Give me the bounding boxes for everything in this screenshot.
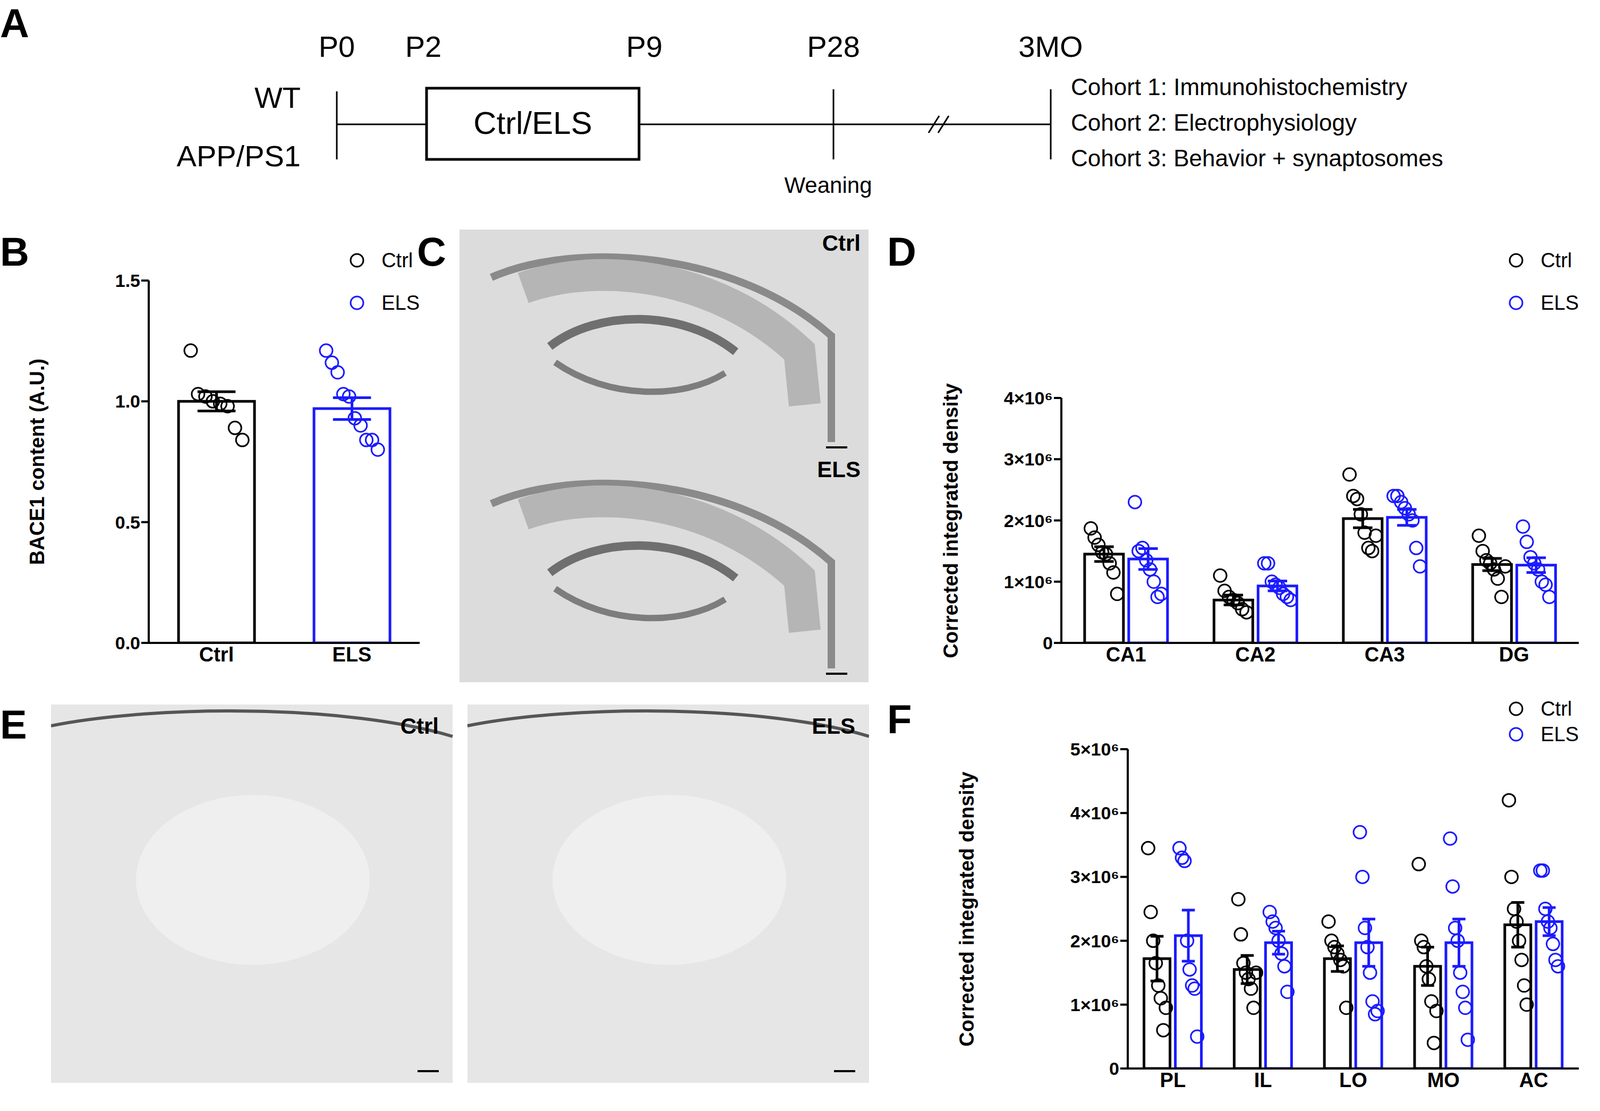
html-text:Ctrl: Ctrl [381,248,413,272]
html-text:Ctrl: Ctrl [1540,248,1573,272]
svg-text:P28: P28 [806,29,861,64]
html-text:Ctrl: Ctrl [1540,697,1573,720]
svg-text:3MO: 3MO [1018,29,1083,64]
svg-text:2×10⁶: 2×10⁶ [1070,930,1120,951]
svg-text:1.5: 1.5 [115,270,141,291]
html-text:F: F [887,696,912,742]
svg-text:1×10⁶: 1×10⁶ [1003,571,1053,592]
html-text:ELS: ELS [1540,291,1579,314]
svg-text:1.0: 1.0 [115,390,141,412]
svg-text:0.0: 0.0 [115,632,141,653]
svg-text:LO: LO [1339,1068,1368,1092]
html-text:ELS: ELS [381,291,420,314]
svg-text:P9: P9 [626,29,663,64]
svg-text:ELS: ELS [816,456,861,482]
html-text:B: B [0,228,30,275]
svg-text:Ctrl: Ctrl [822,230,861,256]
svg-text:IL: IL [1254,1068,1273,1092]
svg-text:CA2: CA2 [1235,643,1276,666]
svg-text:P2: P2 [405,29,442,64]
svg-text:PL: PL [1160,1068,1187,1092]
html-text:E: E [0,701,27,747]
svg-text:0.5: 0.5 [115,512,141,533]
svg-text:1×10⁶: 1×10⁶ [1070,994,1120,1015]
svg-text:Weaning: Weaning [784,172,872,198]
html-text:Corrected integrated density: Corrected integrated density [939,382,962,658]
svg-text:APP/PS1: APP/PS1 [176,139,301,173]
svg-text:0: 0 [1109,1058,1120,1079]
html-text:D: D [887,228,917,275]
svg-text:Cohort 1: Immunohistochemistry: Cohort 1: Immunohistochemistry [1070,73,1408,100]
svg-text:P0: P0 [318,29,356,64]
svg-text:AC: AC [1519,1068,1549,1092]
svg-text:Ctrl/ELS: Ctrl/ELS [473,105,592,141]
svg-text:CA1: CA1 [1105,643,1147,666]
svg-text:2×10⁶: 2×10⁶ [1003,510,1053,531]
svg-text:5×10⁶: 5×10⁶ [1070,738,1120,760]
html-text:Corrected integrated density: Corrected integrated density [955,771,978,1047]
svg-text:WT: WT [254,80,301,115]
svg-text:3×10⁶: 3×10⁶ [1003,448,1053,470]
svg-text:Ctrl: Ctrl [400,713,439,739]
html-text:ELS: ELS [1540,722,1579,746]
html-text:A: A [0,0,30,46]
svg-text:CA3: CA3 [1364,643,1406,666]
svg-text:Ctrl: Ctrl [199,643,234,666]
html-text:BACE1 content (A.U.): BACE1 content (A.U.) [25,358,49,565]
svg-text:Cohort 2: Electrophysiology: Cohort 2: Electrophysiology [1070,109,1357,136]
svg-text:DG: DG [1499,643,1530,666]
svg-text:MO: MO [1427,1068,1460,1092]
svg-text:4×10⁶: 4×10⁶ [1070,802,1120,823]
svg-text:ELS: ELS [332,643,372,666]
svg-text:3×10⁶: 3×10⁶ [1070,866,1120,887]
svg-text:ELS: ELS [811,713,856,739]
svg-text:0: 0 [1042,632,1053,653]
svg-text:4×10⁶: 4×10⁶ [1003,387,1053,408]
html-text:C: C [416,228,447,275]
svg-text:Cohort 3: Behavior + synaptoso: Cohort 3: Behavior + synaptosomes [1070,145,1444,172]
